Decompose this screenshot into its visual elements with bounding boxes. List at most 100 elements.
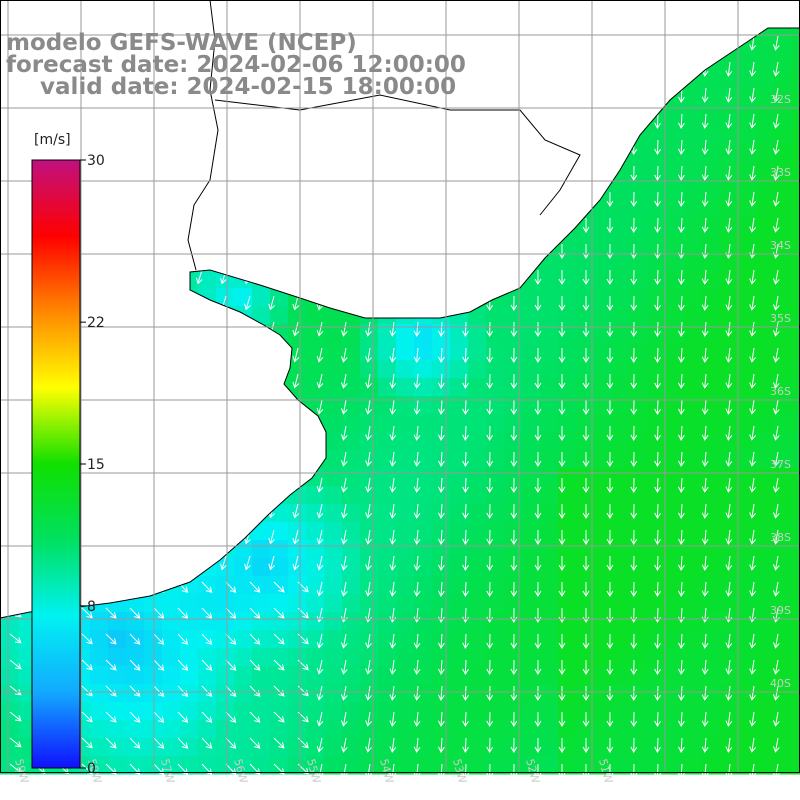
wind-cell — [522, 540, 541, 559]
wind-cell — [648, 702, 667, 721]
wind-cell — [630, 756, 649, 775]
wind-cell — [504, 342, 523, 361]
wind-arrow — [9, 659, 22, 670]
wind-cell — [612, 522, 631, 541]
wind-arrow — [153, 659, 165, 671]
wind-cell — [594, 270, 613, 289]
wind-cell — [684, 594, 703, 613]
wind-arrow — [654, 503, 662, 519]
wind-cell — [450, 702, 469, 721]
wind-arrow — [606, 711, 614, 727]
wind-cell — [666, 576, 685, 595]
wind-cell — [306, 306, 325, 325]
wind-arrow — [725, 217, 733, 233]
wind-arrow — [582, 218, 590, 233]
wind-arrow — [534, 399, 542, 415]
wind-arrow — [340, 763, 348, 779]
wind-cell — [378, 576, 397, 595]
wind-arrow — [558, 686, 566, 701]
wind-cell — [540, 738, 559, 757]
wind-arrow — [105, 659, 117, 671]
wind-cell — [594, 342, 613, 361]
wind-arrow — [462, 347, 470, 363]
wind-cell — [0, 702, 19, 721]
wind-cell — [684, 432, 703, 451]
wind-cell — [684, 126, 703, 145]
wind-arrow — [701, 269, 709, 285]
wind-arrow — [177, 659, 189, 671]
wind-cell — [504, 630, 523, 649]
wind-cell — [756, 378, 775, 397]
wind-cell — [486, 468, 505, 487]
wind-cell — [540, 522, 559, 541]
wind-cell — [558, 666, 577, 685]
wind-cell — [180, 684, 199, 703]
wind-cell — [504, 756, 523, 775]
wind-cell — [0, 630, 19, 649]
wind-cell — [198, 612, 217, 631]
wind-arrow — [389, 737, 397, 753]
wind-cell — [324, 396, 343, 415]
wind-cell — [414, 720, 433, 739]
wind-arrow — [437, 373, 445, 389]
wind-arrow — [510, 581, 518, 597]
wind-cell — [576, 342, 595, 361]
wind-cell — [396, 648, 415, 667]
latitude-label: 36S — [770, 385, 791, 398]
wind-cell — [378, 756, 397, 775]
wind-arrow — [654, 685, 662, 701]
wind-cell — [630, 522, 649, 541]
wind-cell — [666, 504, 685, 523]
wind-cell — [756, 702, 775, 721]
wind-cell — [342, 720, 361, 739]
wind-cell — [648, 180, 667, 199]
wind-cell — [360, 594, 379, 613]
wind-cell — [90, 684, 109, 703]
wind-arrow — [340, 451, 348, 467]
wind-arrow — [772, 373, 780, 389]
wind-cell — [774, 738, 793, 757]
wind-cell — [540, 360, 559, 379]
wind-cell — [180, 720, 199, 739]
wind-cell — [738, 540, 757, 559]
border-line — [187, 0, 219, 271]
wind-arrow — [582, 478, 590, 493]
wind-arrow — [365, 373, 372, 389]
wind-cell — [720, 252, 739, 271]
wind-arrow — [9, 711, 22, 722]
wind-arrow — [630, 633, 638, 649]
wind-arrow — [558, 452, 566, 467]
wind-arrow — [316, 399, 324, 415]
wind-arrow — [772, 217, 780, 233]
wind-arrow — [558, 660, 566, 675]
wind-arrow — [340, 321, 348, 337]
wind-cell — [108, 738, 127, 757]
model-title: modelo GEFS-WAVE (NCEP) — [6, 30, 357, 56]
wind-cell — [468, 324, 487, 343]
wind-arrow — [558, 582, 566, 597]
wind-arrow — [582, 270, 590, 285]
wind-cell — [576, 576, 595, 595]
wind-cell — [306, 702, 325, 721]
wind-cell — [684, 378, 703, 397]
wind-cell — [738, 54, 757, 73]
wind-cell — [738, 756, 757, 775]
wind-cell — [612, 702, 631, 721]
wind-arrow — [630, 503, 638, 519]
wind-cell — [612, 594, 631, 613]
wind-arrow — [389, 321, 397, 337]
wind-arrow — [772, 35, 780, 51]
wind-cell — [540, 288, 559, 307]
wind-cell — [702, 252, 721, 271]
wind-arrow — [677, 711, 685, 727]
wind-cell — [198, 720, 217, 739]
wind-cell — [612, 504, 631, 523]
wind-cell — [450, 396, 469, 415]
wind-cell — [414, 648, 433, 667]
wind-cell — [468, 396, 487, 415]
wind-cell — [612, 252, 631, 271]
wind-cell — [738, 378, 757, 397]
wind-arrow — [437, 503, 445, 519]
wind-cell — [378, 720, 397, 739]
wind-arrow — [677, 451, 685, 467]
